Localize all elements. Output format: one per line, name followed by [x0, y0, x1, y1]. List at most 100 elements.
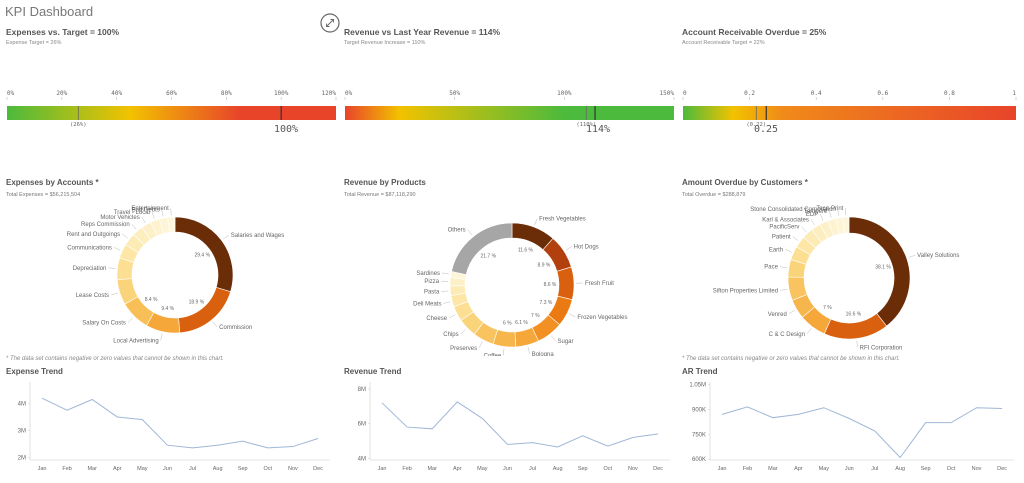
trend-point[interactable]	[797, 413, 799, 415]
trend-point[interactable]	[823, 407, 825, 409]
trend-point[interactable]	[556, 446, 558, 448]
trend-point[interactable]	[141, 418, 143, 420]
trend-point[interactable]	[406, 426, 408, 428]
trend-point[interactable]	[481, 417, 483, 419]
y-tick-label: 750K	[692, 432, 706, 438]
kpi-revenue-subtitle: Target Revenue Increase = 110%	[344, 40, 426, 46]
trend-line[interactable]	[381, 401, 659, 448]
donut-slice[interactable]	[451, 222, 513, 276]
trend-point[interactable]	[772, 416, 774, 418]
kpi-expenses-gauge: 0% 20% 40% 60% 80% 100% 120% (26%)	[6, 90, 336, 128]
donut-slice-label: Karl & Associates	[762, 217, 809, 223]
x-tick-label: May	[819, 466, 830, 472]
donut-slice-label: C & C Design	[769, 332, 805, 338]
donut-slice-label: Reps Commission	[81, 222, 130, 228]
donut-leader-line	[212, 321, 218, 328]
trend-point[interactable]	[267, 447, 269, 449]
trend-point[interactable]	[848, 417, 850, 419]
trend-point[interactable]	[191, 447, 193, 449]
trend-point[interactable]	[950, 421, 952, 423]
trend-point[interactable]	[381, 402, 383, 404]
gauge-tick-label: 0.8	[944, 90, 955, 97]
x-tick-label: Jun	[163, 466, 172, 472]
trend-point[interactable]	[91, 398, 93, 400]
x-tick-label: Jan	[378, 466, 387, 472]
trend-point[interactable]	[531, 441, 533, 443]
donut-data-label: 7 %	[531, 313, 540, 319]
trend-point[interactable]	[924, 421, 926, 423]
donut-slice-label: Entertainment	[131, 206, 169, 212]
trend-point[interactable]	[456, 401, 458, 403]
donut-slice-label: Venred	[768, 312, 787, 318]
trend-point[interactable]	[657, 433, 659, 435]
trend-point[interactable]	[166, 444, 168, 446]
trend-point[interactable]	[899, 456, 901, 458]
expense-trend-title: Expense Trend	[6, 367, 63, 376]
amount-overdue-subtitle: Total Overdue = $288,879	[682, 192, 746, 198]
trend-point[interactable]	[582, 435, 584, 437]
donut-slice-label: Local Advertising	[113, 338, 158, 344]
donut-data-label: 8.4 %	[145, 297, 158, 303]
trend-point[interactable]	[41, 397, 43, 399]
trend-point[interactable]	[66, 409, 68, 411]
trend-point[interactable]	[632, 436, 634, 438]
kpi-ar-value: 0.25	[753, 124, 779, 135]
trend-point[interactable]	[317, 437, 319, 439]
gauge-tick-label: 40%	[111, 90, 122, 97]
expenses-footnote: * The data set contains negative or zero…	[6, 356, 224, 362]
donut-leader-line	[151, 212, 155, 219]
donut-slice[interactable]	[842, 216, 850, 234]
donut-slice-label: Stone Consolidated Corporation	[750, 207, 835, 213]
expense-trend-chart[interactable]: 2M 3M 4M Jan Feb Mar Apr May Jun Jul Aug Sep Oct Nov D…	[0, 378, 340, 478]
donut-slice[interactable]	[167, 216, 176, 233]
trend-point[interactable]	[607, 445, 609, 447]
trend-point[interactable]	[874, 430, 876, 432]
x-tick-label: May	[477, 466, 488, 472]
expenses-by-accounts-subtitle: Total Expenses = $56,215,504	[6, 192, 81, 198]
zoom-reset-icon[interactable]	[320, 13, 340, 33]
donut-slice-label: Communications	[67, 245, 112, 251]
trend-point[interactable]	[216, 444, 218, 446]
trend-point[interactable]	[292, 445, 294, 447]
gauge-tick-label: 50%	[449, 90, 460, 97]
gauge-tick-label: 0%	[7, 90, 15, 97]
donut-slice[interactable]	[848, 216, 911, 327]
donut-leader-line	[160, 333, 163, 341]
x-tick-label: Jul	[189, 466, 196, 472]
x-tick-label: Feb	[743, 466, 752, 472]
donut-leader-line	[110, 292, 118, 296]
trend-point[interactable]	[746, 406, 748, 408]
trend-point[interactable]	[242, 440, 244, 442]
trend-point[interactable]	[431, 428, 433, 430]
trend-line[interactable]	[41, 397, 319, 449]
x-tick-label: Aug	[895, 466, 905, 472]
trend-point[interactable]	[1001, 407, 1003, 409]
trend-line[interactable]	[721, 406, 1003, 459]
revenue-by-products-donut[interactable]: Fresh Vegetables 11.6 % Hot Dogs 8.9 % Fresh…	[340, 200, 680, 356]
revenue-trend-title: Revenue Trend	[344, 367, 402, 376]
revenue-trend-chart[interactable]: 4M 6M 8M Jan Feb Mar Apr May Jun Jul Aug Sep Oct Nov D…	[340, 378, 680, 478]
y-tick-label: 6M	[358, 422, 366, 428]
overdue-footnote: * The data set contains negative or zero…	[682, 356, 900, 362]
donut-leader-line	[131, 223, 137, 230]
donut-leader-line	[502, 348, 505, 356]
trend-point[interactable]	[721, 413, 723, 415]
donut-data-label: 8.6 %	[544, 282, 557, 288]
trend-point[interactable]	[506, 443, 508, 445]
x-tick-label: Nov	[288, 466, 298, 472]
trend-point[interactable]	[116, 416, 118, 418]
donut-leader-line	[534, 218, 538, 226]
expenses-by-accounts-donut[interactable]: Salaries and Wages 29.4 % Commission 18.9 %…	[0, 200, 340, 356]
x-tick-label: Jan	[38, 466, 47, 472]
donut-slice[interactable]	[556, 266, 575, 301]
donut-slice-label: Preserves	[450, 346, 477, 352]
dashboard-title: KPI Dashboard	[5, 4, 94, 19]
amount-overdue-donut[interactable]: Valley Solutions 38.1 % RFI Corporation 16.…	[680, 200, 1024, 356]
donut-leader-line	[908, 254, 916, 258]
trend-point[interactable]	[975, 407, 977, 409]
donut-data-label: 9.4 %	[161, 306, 174, 312]
gauge-tick-label: 80%	[221, 90, 232, 97]
ar-trend-chart[interactable]: 600K 750K 900K 1.05M Jan Feb Mar Apr May Jun Jul Au…	[680, 378, 1024, 478]
y-tick-label: 600K	[692, 457, 706, 463]
y-tick-label: 1.05M	[689, 382, 706, 388]
